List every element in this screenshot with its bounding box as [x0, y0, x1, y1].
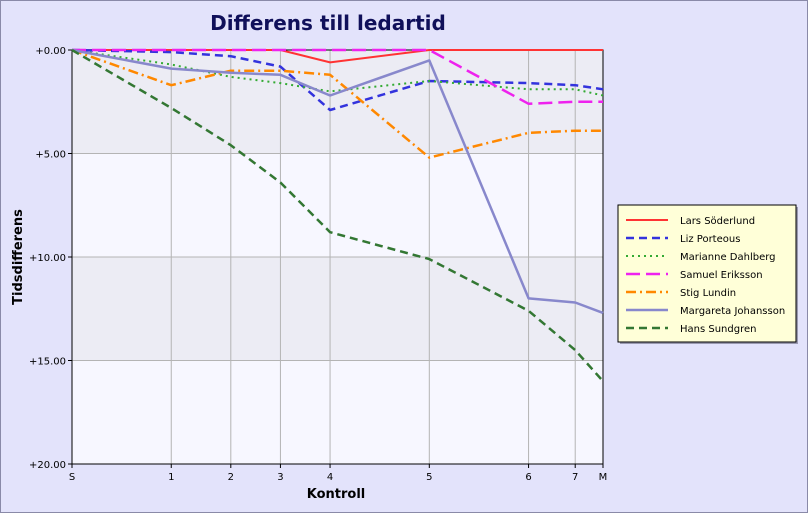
legend-label: Liz Porteous [680, 234, 740, 245]
chart-title: Differens till ledartid [210, 11, 446, 35]
x-tick-label: 3 [277, 472, 283, 483]
legend-label: Margareta Johansson [680, 306, 785, 317]
y-tick-label: +10.00 [29, 253, 66, 264]
plot-band [72, 257, 603, 361]
series-line-6 [71, 48, 604, 315]
y-axis-ticks: +0.00 +5.00 +10.00 +15.00 +20.00 [29, 46, 72, 471]
series-layer [71, 48, 604, 383]
x-tick-label: S [69, 472, 75, 483]
series-line-4 [72, 48, 603, 106]
legend-label: Samuel Eriksson [680, 270, 763, 281]
x-tick-label: 5 [426, 472, 432, 483]
x-axis-ticks: S 1 2 3 4 5 6 7 M [69, 464, 608, 483]
x-tick-label: 1 [168, 472, 174, 483]
x-tick-label: 7 [572, 472, 578, 483]
series-line-3 [71, 49, 604, 97]
y-tick-label: +15.00 [29, 357, 66, 368]
x-tick-label: 2 [228, 472, 234, 483]
legend-label: Hans Sundgren [680, 324, 756, 335]
legend-label: Lars Söderlund [680, 216, 755, 227]
y-axis-label: Tidsdifferens [11, 209, 26, 305]
legend-label: Stig Lundin [680, 288, 736, 299]
x-tick-label: 6 [525, 472, 531, 483]
legend: Lars Söderlund Liz Porteous Marianne Dahlb… [617, 204, 798, 344]
series-line-7 [71, 48, 604, 383]
y-tick-label: +5.00 [35, 150, 66, 161]
series-line-2 [71, 48, 604, 112]
y-tick-label: +0.00 [35, 46, 66, 57]
x-tick-label: 4 [327, 472, 333, 483]
x-axis-label: Kontroll [307, 487, 366, 502]
legend-label: Marianne Dahlberg [680, 252, 776, 263]
x-tick-label: M [599, 472, 608, 483]
y-tick-label: +20.00 [29, 460, 66, 471]
series-line-1 [72, 49, 603, 64]
series-line-5 [71, 48, 603, 159]
